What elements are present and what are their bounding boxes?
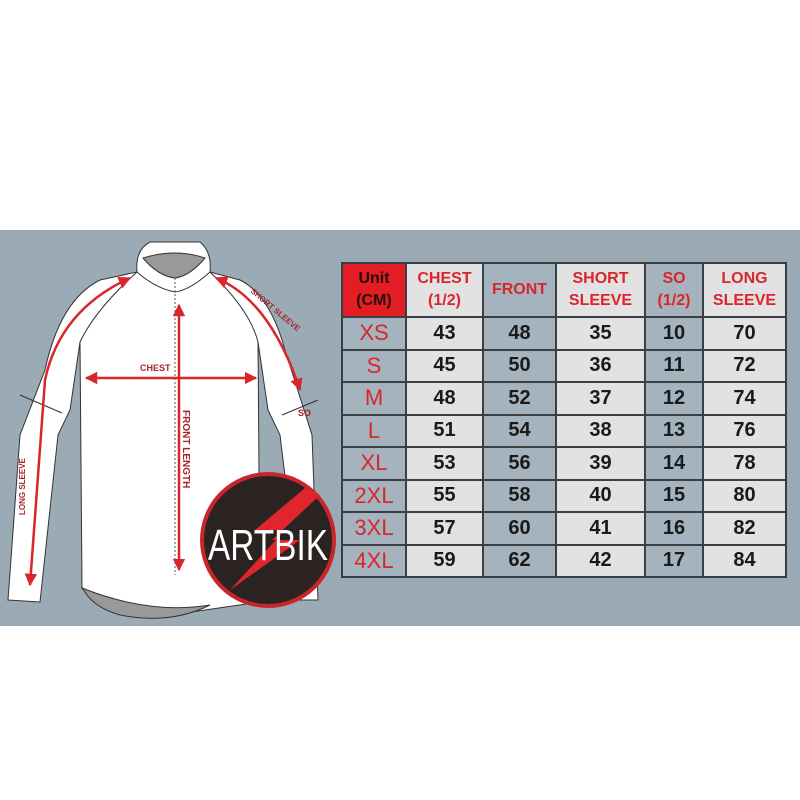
table-row: S 45 50 36 11 72 [341, 348, 787, 383]
cell-size: 4XL [341, 543, 407, 578]
cell-front: 50 [482, 348, 557, 383]
label-long-sleeve: LONG SLEEVE [18, 457, 27, 515]
cell-size: XL [341, 446, 407, 481]
cell-long-sleeve: 76 [702, 413, 787, 448]
cell-chest: 57 [405, 511, 484, 546]
cell-so: 17 [644, 543, 704, 578]
header-long-sleeve: LONG SLEEVE [702, 262, 787, 318]
cell-chest: 43 [405, 316, 484, 351]
cell-so: 11 [644, 348, 704, 383]
cell-chest: 55 [405, 478, 484, 513]
cell-size: 3XL [341, 511, 407, 546]
label-front-length: FRONT LENGTH [180, 410, 191, 488]
cell-short-sleeve: 41 [555, 511, 646, 546]
cell-long-sleeve: 72 [702, 348, 787, 383]
cell-chest: 53 [405, 446, 484, 481]
cell-short-sleeve: 40 [555, 478, 646, 513]
cell-long-sleeve: 78 [702, 446, 787, 481]
cell-short-sleeve: 38 [555, 413, 646, 448]
cell-chest: 45 [405, 348, 484, 383]
cell-size: S [341, 348, 407, 383]
header-so: SO (1/2) [644, 262, 704, 318]
label-so: SO [298, 408, 311, 418]
cell-long-sleeve: 82 [702, 511, 787, 546]
cell-long-sleeve: 70 [702, 316, 787, 351]
cell-short-sleeve: 39 [555, 446, 646, 481]
header-row: Unit (CM) CHEST (1/2) FRONT SHORT SLEEVE SO… [341, 262, 787, 318]
cell-short-sleeve: 36 [555, 348, 646, 383]
cell-size: L [341, 413, 407, 448]
cell-chest: 59 [405, 543, 484, 578]
header-unit: Unit (CM) [341, 262, 407, 318]
cell-chest: 48 [405, 381, 484, 416]
cell-front: 60 [482, 511, 557, 546]
cell-size: XS [341, 316, 407, 351]
cell-so: 15 [644, 478, 704, 513]
table-row: XL 53 56 39 14 78 [341, 446, 787, 481]
table-row: 2XL 55 58 40 15 80 [341, 478, 787, 513]
cell-long-sleeve: 84 [702, 543, 787, 578]
table-row: M 48 52 37 12 74 [341, 381, 787, 416]
cell-short-sleeve: 35 [555, 316, 646, 351]
cell-so: 10 [644, 316, 704, 351]
cell-front: 56 [482, 446, 557, 481]
table-row: L 51 54 38 13 76 [341, 413, 787, 448]
table-row: 4XL 59 62 42 17 84 [341, 543, 787, 578]
cell-front: 48 [482, 316, 557, 351]
cell-so: 14 [644, 446, 704, 481]
cell-so: 13 [644, 413, 704, 448]
table-row: XS 43 48 35 10 70 [341, 316, 787, 351]
cell-long-sleeve: 74 [702, 381, 787, 416]
cell-chest: 51 [405, 413, 484, 448]
cell-short-sleeve: 37 [555, 381, 646, 416]
jersey-diagram: CHEST FRONT LENGTH SHORT SLEEVE SO LONG … [7, 241, 336, 619]
cell-size: 2XL [341, 478, 407, 513]
cell-long-sleeve: 80 [702, 478, 787, 513]
size-chart-table: Unit (CM) CHEST (1/2) FRONT SHORT SLEEVE SO… [341, 262, 787, 578]
cell-so: 16 [644, 511, 704, 546]
header-front: FRONT [482, 262, 557, 318]
logo-text: ARTBIK [208, 521, 328, 570]
artbik-logo: ARTBIK [200, 472, 336, 608]
cell-so: 12 [644, 381, 704, 416]
cell-size: M [341, 381, 407, 416]
label-chest: CHEST [140, 363, 171, 373]
table-row: 3XL 57 60 41 16 82 [341, 511, 787, 546]
cell-short-sleeve: 42 [555, 543, 646, 578]
header-short-sleeve: SHORT SLEEVE [555, 262, 646, 318]
cell-front: 52 [482, 381, 557, 416]
cell-front: 54 [482, 413, 557, 448]
header-chest: CHEST (1/2) [405, 262, 484, 318]
cell-front: 62 [482, 543, 557, 578]
cell-front: 58 [482, 478, 557, 513]
